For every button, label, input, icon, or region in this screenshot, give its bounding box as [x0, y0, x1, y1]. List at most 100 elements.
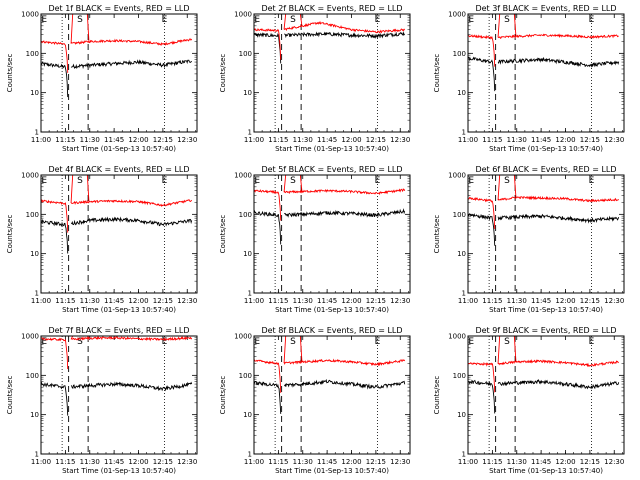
series-events-line-a	[253, 210, 282, 245]
series-lld-line-a	[467, 196, 496, 229]
event-marker-E: E	[375, 337, 381, 347]
x-tick-label: 11:30	[293, 458, 313, 466]
x-tick-label: 11:45	[531, 136, 551, 144]
chart-title: Det 9f BLACK = Events, RED = LLD	[475, 326, 616, 335]
series-lld-line-b	[70, 198, 193, 208]
event-marker-S: S	[77, 15, 83, 25]
y-tick-label: 10	[243, 411, 252, 419]
y-tick-label: 100	[453, 372, 466, 380]
plot-frame	[253, 174, 411, 294]
x-axis-label: Start Time (01-Sep-13 10:57:40)	[489, 145, 603, 153]
y-tick-label: 1000	[448, 11, 466, 19]
x-axis-label: Start Time (01-Sep-13 10:57:40)	[489, 306, 603, 314]
chart-panel-7: Det 7f BLACK = Events, RED = LLD Counts/s…	[6, 326, 198, 475]
x-tick-label: 11:30	[507, 297, 527, 305]
y-tick-label: 100	[239, 50, 252, 58]
x-tick-label: 12:15	[580, 297, 600, 305]
y-tick-label: 1000	[234, 11, 252, 19]
chart-title: Det 6f BLACK = Events, RED = LLD	[475, 165, 616, 174]
chart-panel-2: Det 2f BLACK = Events, RED = LLD Counts/s…	[219, 4, 411, 153]
x-tick-label: 11:15	[482, 458, 502, 466]
y-tick-label: 1000	[448, 333, 466, 341]
x-tick-label: 11:00	[31, 136, 51, 144]
x-tick-label: 11:45	[317, 297, 337, 305]
event-marker-E: E	[468, 337, 474, 347]
y-axis-label: Counts/sec	[219, 215, 227, 254]
event-marker-E: E	[468, 176, 474, 186]
x-tick-label: 12:15	[153, 136, 173, 144]
x-tick-label: 11:30	[293, 297, 313, 305]
x-tick-label: 11:15	[482, 136, 502, 144]
event-marker-E: E	[589, 337, 595, 347]
series-lld-line-b	[70, 37, 193, 47]
series-events-line-b	[497, 378, 620, 390]
series-lld-line-a	[40, 40, 69, 73]
x-tick-label: 11:45	[317, 458, 337, 466]
chart-panel-3: Det 3f BLACK = Events, RED = LLD Counts/s…	[433, 4, 625, 153]
y-tick-label: 1	[462, 290, 466, 298]
series-lld-line-b	[497, 195, 619, 203]
series-lld-line-a	[253, 28, 282, 60]
y-tick-label: 1	[248, 129, 252, 137]
series-events-line-a	[467, 379, 496, 414]
x-tick-label: 12:15	[153, 458, 173, 466]
chart-title: Det 1f BLACK = Events, RED = LLD	[48, 4, 189, 13]
y-tick-label: 1	[462, 451, 466, 459]
chart-title: Det 2f BLACK = Events, RED = LLD	[261, 4, 402, 13]
event-marker-E: E	[41, 15, 47, 25]
event-marker-S: S	[504, 337, 510, 347]
x-tick-label: 12:00	[555, 297, 575, 305]
x-tick-label: 11:00	[458, 458, 478, 466]
series-lld-line-a	[467, 361, 496, 393]
x-tick-label: 11:30	[507, 136, 527, 144]
series-events-line-b	[497, 56, 620, 68]
x-tick-label: 12:00	[341, 297, 361, 305]
x-tick-label: 11:45	[104, 458, 124, 466]
plot-frame	[40, 335, 198, 455]
y-tick-label: 100	[453, 211, 466, 219]
y-tick-label: 100	[239, 372, 252, 380]
x-tick-label: 11:30	[293, 136, 313, 144]
plot-frame	[40, 174, 198, 294]
event-marker-S: S	[77, 176, 83, 186]
x-tick-label: 11:30	[507, 458, 527, 466]
x-tick-label: 12:00	[128, 458, 148, 466]
event-marker-E: E	[41, 337, 47, 347]
series-events-line-b	[71, 216, 193, 227]
x-tick-label: 12:00	[128, 136, 148, 144]
chart-title: Det 7f BLACK = Events, RED = LLD	[48, 326, 189, 335]
series-events-line-b	[70, 59, 192, 70]
plot-frame	[467, 13, 625, 133]
series-events-line-a	[40, 218, 69, 254]
y-axis-label: Counts/sec	[433, 54, 441, 93]
event-marker-E: E	[162, 176, 168, 186]
y-tick-label: 1	[35, 451, 39, 459]
y-tick-label: 10	[457, 411, 466, 419]
series-events-line-a	[253, 380, 282, 414]
x-tick-label: 12:15	[580, 458, 600, 466]
event-marker-E: E	[254, 15, 260, 25]
series-lld-line-a	[467, 34, 496, 67]
series-lld-line-b	[283, 188, 406, 196]
x-axis-label: Start Time (01-Sep-13 10:57:40)	[275, 306, 389, 314]
x-tick-label: 11:00	[244, 297, 264, 305]
x-tick-label: 12:30	[390, 458, 410, 466]
chart-panel-6: Det 6f BLACK = Events, RED = LLD Counts/s…	[433, 165, 625, 314]
x-tick-label: 11:00	[458, 136, 478, 144]
series-events-line-a	[467, 56, 496, 92]
event-marker-E: E	[41, 176, 47, 186]
plot-frame	[253, 335, 411, 455]
series-events-line-b	[283, 31, 406, 39]
y-tick-label: 10	[30, 89, 39, 97]
series-events-line-a	[467, 212, 496, 246]
y-tick-label: 1	[462, 129, 466, 137]
y-tick-label: 1	[248, 451, 252, 459]
event-marker-E: E	[375, 176, 381, 186]
y-tick-label: 100	[453, 50, 466, 58]
x-tick-label: 11:00	[244, 458, 264, 466]
x-tick-label: 11:00	[31, 458, 51, 466]
x-axis-label: Start Time (01-Sep-13 10:57:40)	[62, 145, 176, 153]
y-axis-label: Counts/sec	[219, 54, 227, 93]
x-tick-label: 12:30	[390, 136, 410, 144]
y-axis-label: Counts/sec	[433, 376, 441, 415]
